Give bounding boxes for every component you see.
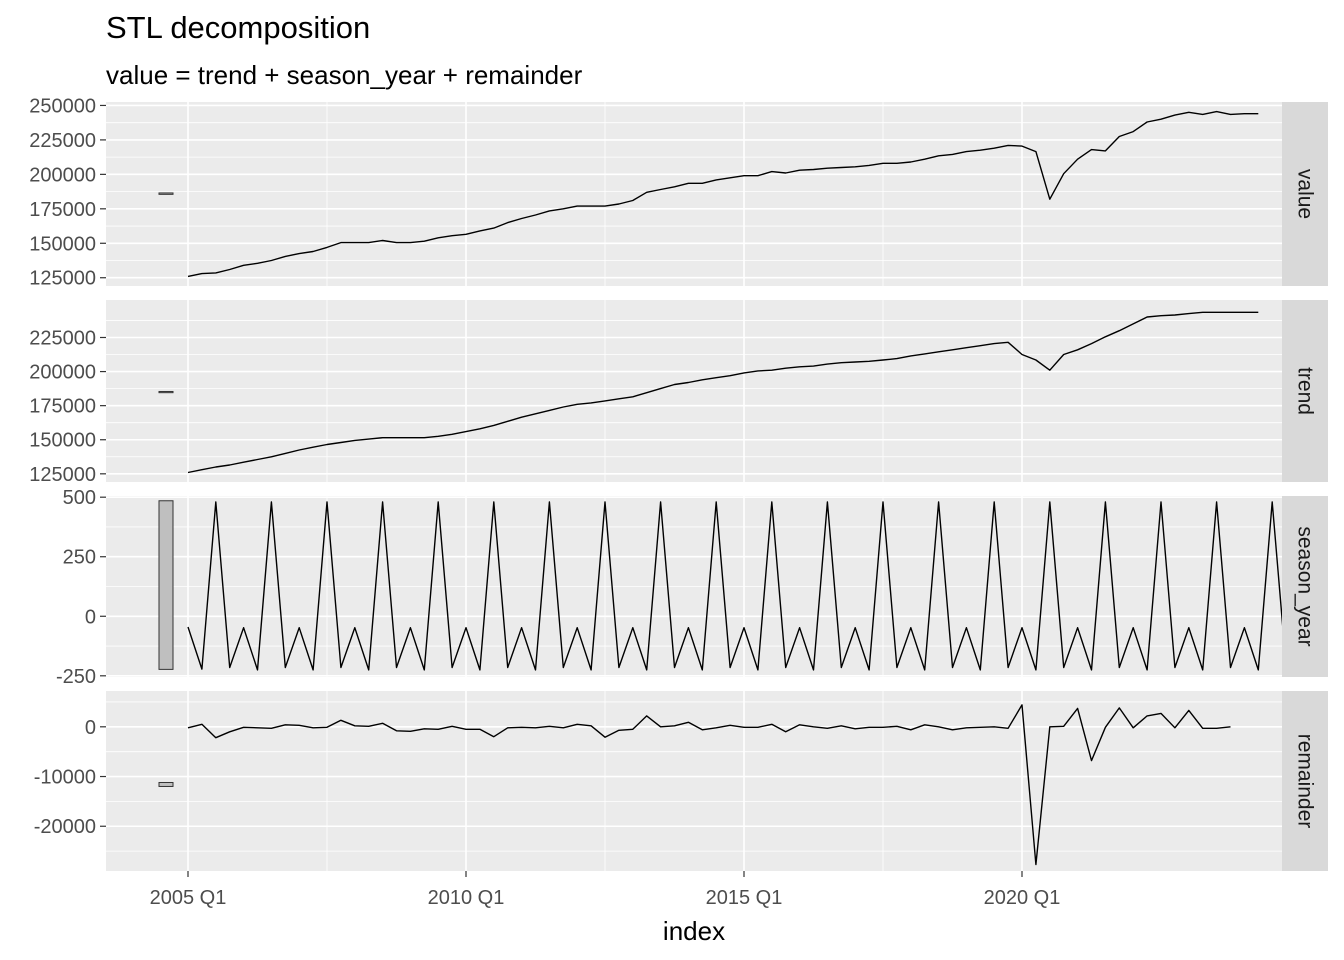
- y-tick-label: 225000: [29, 327, 96, 349]
- series-line-value: [187, 110, 1259, 278]
- panel-background: [106, 102, 1282, 286]
- chart-subtitle: value = trend + season_year + remainder: [106, 60, 583, 90]
- panel-season_year: -250 0 250 500 season_year: [56, 487, 1328, 688]
- panel-background: [106, 691, 1282, 871]
- y-tick-label: 175000: [29, 396, 96, 418]
- panel-remainder: -20000 -10000 0 remainder: [34, 691, 1328, 871]
- facet-strip: [1282, 300, 1328, 482]
- y-tick-label: 0: [85, 606, 96, 628]
- y-tick-label: 150000: [29, 233, 96, 255]
- x-axis: 2005 Q1 2010 Q1 2015 Q1 2020 Q1: [150, 871, 1061, 909]
- panels-layer: 125000 150000 175000 200000 225000 250000 valu…: [29, 95, 1328, 871]
- x-tick-label: 2005 Q1: [150, 887, 227, 909]
- y-tick-label: 125000: [29, 464, 96, 486]
- y-tick-label: 150000: [29, 430, 96, 452]
- range-bar: [158, 500, 174, 670]
- y-tick-label: 250: [63, 547, 96, 569]
- facet-strip-label: season_year: [1294, 526, 1317, 646]
- y-tick-label: -10000: [34, 767, 96, 789]
- x-tick-label: 2010 Q1: [428, 887, 505, 909]
- y-tick-label: -20000: [34, 816, 96, 838]
- facet-strip-label: trend: [1294, 367, 1317, 415]
- series-line-season_year: [187, 501, 1287, 671]
- y-tick-label: 250000: [29, 95, 96, 117]
- facet-strip: [1282, 691, 1328, 871]
- y-tick-label: 125000: [29, 268, 96, 290]
- y-tick-label: 500: [63, 487, 96, 509]
- panel-trend: 125000 150000 175000 200000 225000 trend: [29, 300, 1328, 486]
- chart-title: STL decomposition: [106, 10, 371, 45]
- panel-value: 125000 150000 175000 200000 225000 250000 valu…: [29, 95, 1328, 290]
- y-tick-label: 200000: [29, 164, 96, 186]
- series-line-trend: [187, 311, 1259, 474]
- y-tick-label: 225000: [29, 130, 96, 152]
- facet-strip-label: remainder: [1294, 734, 1317, 829]
- series-line-remainder: [187, 704, 1231, 866]
- y-tick-label: 0: [85, 717, 96, 739]
- x-axis-title: index: [663, 916, 725, 946]
- y-tick-label: 175000: [29, 199, 96, 221]
- range-bar: [158, 390, 174, 394]
- range-bar: [158, 781, 174, 787]
- panel-background: [106, 300, 1282, 482]
- facet-strip: [1282, 496, 1328, 677]
- y-tick-label: -250: [56, 666, 96, 688]
- range-bar: [158, 192, 174, 195]
- x-tick-label: 2015 Q1: [706, 887, 783, 909]
- y-tick-label: 200000: [29, 362, 96, 384]
- facet-strip: [1282, 102, 1328, 286]
- facet-strip-label: value: [1294, 169, 1317, 219]
- x-tick-label: 2020 Q1: [984, 887, 1061, 909]
